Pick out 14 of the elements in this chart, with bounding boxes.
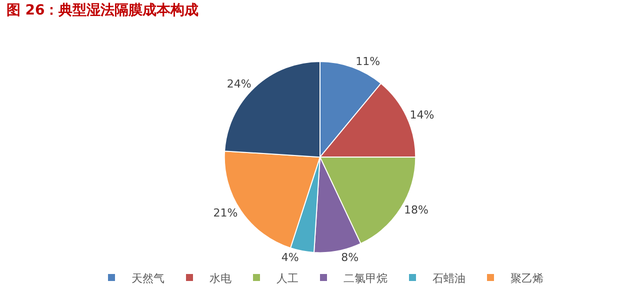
data-label: 21% xyxy=(213,206,238,220)
data-label: 18% xyxy=(404,204,428,217)
data-label: 8% xyxy=(341,250,359,264)
legend-label: 聚乙烯 xyxy=(510,272,544,285)
data-label: 11% xyxy=(356,54,380,68)
legend-label: 石蜡油 xyxy=(432,272,466,285)
data-label: 14% xyxy=(410,108,434,122)
data-label: 4% xyxy=(281,250,299,264)
legend-label: 人工 xyxy=(276,272,298,285)
legend-label: 水电 xyxy=(210,272,232,285)
chart-title: 图 26：典型湿法隔膜成本构成 xyxy=(6,2,199,18)
legend-label: 天然气 xyxy=(132,272,164,285)
legend-label: 二氯甲烷 xyxy=(344,272,388,285)
data-label: 24% xyxy=(226,77,252,90)
